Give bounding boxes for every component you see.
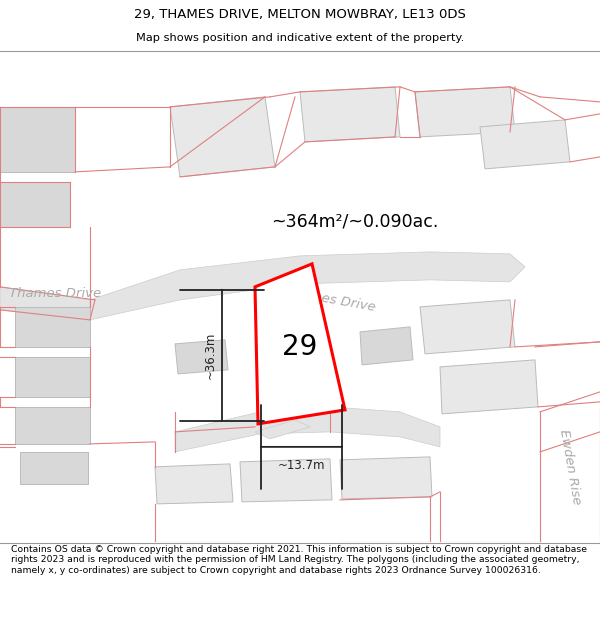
Polygon shape (300, 87, 400, 142)
Polygon shape (0, 182, 70, 227)
Polygon shape (360, 327, 413, 365)
Text: Thames Drive: Thames Drive (9, 288, 101, 301)
Polygon shape (175, 340, 228, 374)
Polygon shape (340, 457, 432, 499)
Text: ~364m²/~0.090ac.: ~364m²/~0.090ac. (271, 213, 439, 231)
Polygon shape (0, 287, 90, 320)
Polygon shape (175, 407, 440, 452)
Text: 29: 29 (283, 333, 317, 361)
Polygon shape (255, 264, 345, 424)
Polygon shape (90, 252, 525, 320)
Polygon shape (255, 420, 310, 439)
Polygon shape (480, 120, 570, 169)
Text: 29, THAMES DRIVE, MELTON MOWBRAY, LE13 0DS: 29, THAMES DRIVE, MELTON MOWBRAY, LE13 0… (134, 8, 466, 21)
Polygon shape (440, 360, 538, 414)
Polygon shape (240, 459, 332, 502)
Text: Thames Drive: Thames Drive (284, 286, 376, 314)
Polygon shape (15, 357, 90, 397)
Polygon shape (420, 300, 515, 354)
Text: Map shows position and indicative extent of the property.: Map shows position and indicative extent… (136, 33, 464, 44)
Text: Contains OS data © Crown copyright and database right 2021. This information is : Contains OS data © Crown copyright and d… (11, 545, 587, 575)
Polygon shape (15, 407, 90, 444)
Text: ~36.3m: ~36.3m (203, 332, 217, 379)
Polygon shape (20, 452, 88, 484)
Polygon shape (155, 464, 233, 504)
Polygon shape (15, 307, 90, 347)
Polygon shape (0, 107, 75, 172)
Polygon shape (170, 97, 275, 177)
Text: Ewden Rise: Ewden Rise (557, 428, 583, 506)
Polygon shape (415, 87, 515, 137)
Text: ~13.7m: ~13.7m (278, 459, 325, 472)
